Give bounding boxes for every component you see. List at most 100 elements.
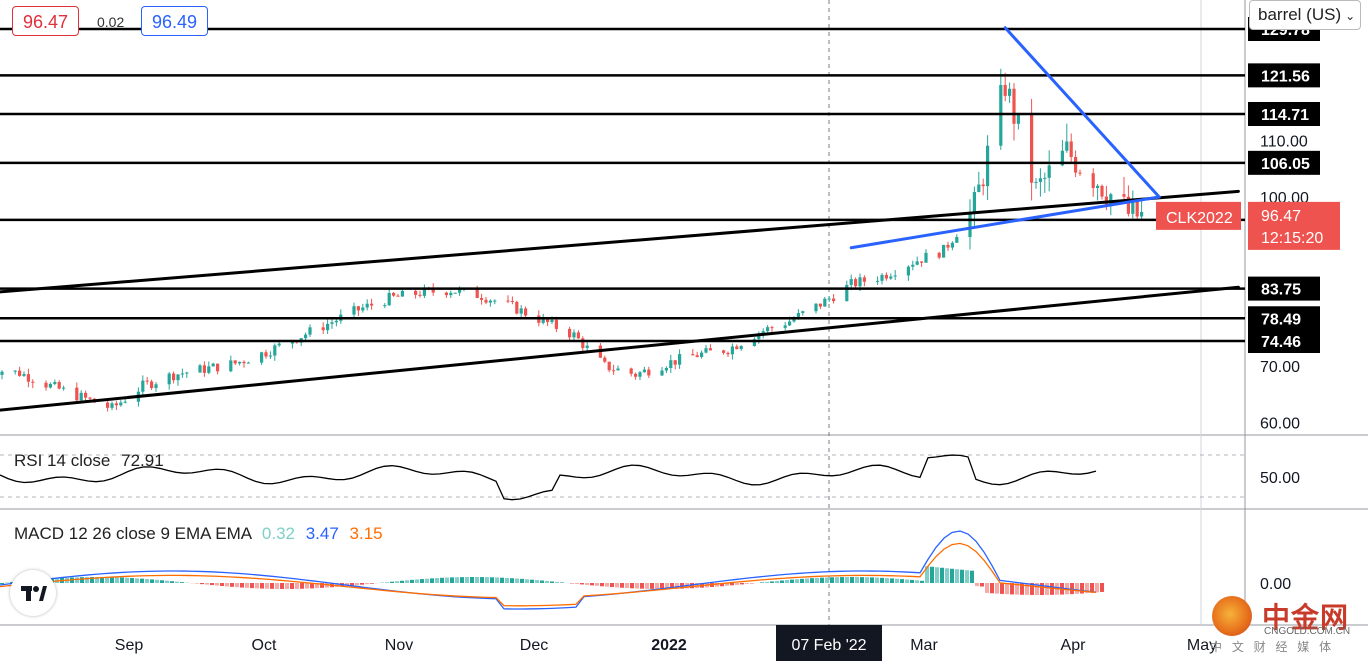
macd-histogram-bar [610,583,614,588]
macd-histogram-bar [975,583,979,587]
tradingview-logo-icon[interactable] [10,570,56,616]
macd-histogram-bar [420,579,424,583]
macd-histogram-bar [1035,583,1039,595]
candle-body [268,355,272,357]
candle-body [172,373,176,381]
macd-histogram-bar [470,577,474,583]
candle-body [356,306,360,311]
candle-body [141,380,145,392]
candle-body [48,383,52,388]
macd-histogram-bar [660,583,664,589]
macd-histogram-bar [345,583,349,587]
candle-body [722,350,726,353]
unit-selector[interactable]: barrel (US) ⌄ [1249,0,1361,30]
macd-line [0,530,1097,610]
candle-body [629,368,633,374]
candle-body [576,332,580,339]
candle-body [568,328,572,338]
macd-histogram-bar [895,578,899,583]
candle-body [475,287,479,298]
macd-histogram-bar [940,567,944,583]
candle-body [581,338,585,349]
candle-body [546,317,550,323]
macd-histogram-bar [650,583,654,589]
candle-body [0,371,4,375]
macd-histogram-bar [870,577,874,583]
candle-body [290,341,294,344]
candle-body [167,373,171,385]
candle-body [827,298,831,300]
candle-body [110,403,114,408]
macd-histogram-bar [515,578,519,583]
candle-body [453,292,457,294]
macd-histogram-bar [220,583,224,587]
candle-body [308,327,312,335]
level-price-label: 114.71 [1261,107,1309,124]
channel-trendline[interactable] [0,285,1240,412]
candle-body [22,374,26,376]
candle-body [202,365,206,373]
macd-histogram-bar [950,568,954,583]
candle-body [607,361,611,371]
macd-histogram-bar [930,566,934,583]
macd-histogram-bar [480,577,484,583]
candle-body [321,327,325,331]
candle-body [1003,84,1007,96]
candle-body [88,397,92,399]
macd-legend[interactable]: MACD 12 26 close 9 EMA EMA 0.32 3.47 3.1… [14,524,383,544]
blue-trendline[interactable] [849,195,1161,250]
rsi-legend[interactable]: RSI 14 close 72.91 [14,451,164,471]
watermark-url: CNGOLD.COM.CN [1264,626,1351,637]
candle-body [572,332,576,338]
symbol-label: CLK2022 [1166,210,1233,227]
macd-histogram-bar [170,581,174,583]
ask-price-box[interactable]: 96.49 [141,6,209,36]
candle-body [515,301,519,314]
macd-histogram-bar [555,581,559,583]
macd-histogram-bar [840,577,844,583]
bid-price-box[interactable]: 96.47 [12,6,80,36]
candle-body [176,374,180,381]
watermark-subtitle: 中 文 财 经 媒 体 [1210,640,1335,654]
candle-body [735,346,739,350]
macd-histogram-bar [535,580,539,583]
candle-body [13,370,17,372]
macd-histogram-bar [665,583,669,589]
candle-body [264,352,268,357]
candle-body [84,392,88,398]
macd-histogram-bar [475,577,479,583]
macd-histogram-bar [910,579,914,583]
candle-body [198,365,202,373]
macd-histogram-bar [715,583,719,587]
time-axis-label: Oct [252,637,277,654]
macd-histogram-bar [430,578,434,583]
macd-histogram-bar [525,579,529,583]
macd-histogram-bar [425,578,429,583]
watermark: 中金网 CNGOLD.COM.CN 中 文 财 经 媒 体 [1210,592,1360,654]
macd-histogram-bar [120,577,124,583]
macd-histogram-bar [1030,583,1034,595]
macd-histogram-bar [0,583,4,584]
rsi-line [0,454,1097,501]
channel-trendline[interactable] [0,189,1240,294]
candle-body [330,322,334,324]
rsi-label: RSI 14 close [14,451,111,470]
blue-trendline[interactable] [1003,26,1161,199]
macd-histogram-bar [415,579,419,583]
candles-layer [0,68,1144,412]
candle-body [1074,156,1078,173]
symbol-label-bg[interactable] [1156,201,1241,230]
macd-histogram-bar [900,579,904,583]
candle-body [273,345,277,356]
macd-histogram-bar [260,583,264,589]
candle-body [612,370,616,372]
drawings-layer[interactable] [0,26,1245,412]
macd-line-value: 3.47 [305,524,339,543]
macd-histogram-bar [590,583,594,586]
rsi-value: 72.91 [121,451,164,470]
candle-body [62,387,66,389]
candle-body [207,366,211,373]
macd-histogram-bar [595,583,599,586]
crosshair-date-label-bg [776,625,882,661]
